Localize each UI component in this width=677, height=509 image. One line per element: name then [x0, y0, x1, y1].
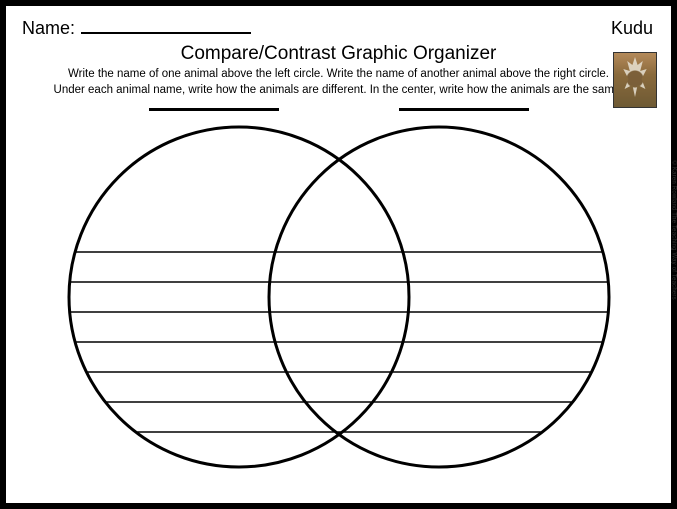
page-title: Compare/Contrast Graphic Organizer [22, 43, 655, 65]
instructions-line-2: Under each animal name, write how the an… [39, 83, 639, 99]
worksheet-page: Name: Kudu Compare/Contrast Graphic Orga… [0, 0, 677, 509]
writing-lines [69, 252, 608, 432]
instructions-line-1: Write the name of one animal above the l… [39, 67, 639, 83]
copyright-text: © Karen Rowland The Teaching Way of Teac… [670, 160, 676, 299]
name-label: Name: [22, 18, 75, 39]
venn-diagram [39, 122, 639, 472]
topic-label: Kudu [611, 18, 653, 39]
kudu-thumbnail [613, 52, 657, 108]
name-input-line[interactable] [81, 20, 251, 34]
right-circle-label-line[interactable] [399, 108, 529, 111]
header-row: Name: Kudu [22, 18, 655, 39]
instructions: Write the name of one animal above the l… [39, 67, 639, 98]
left-circle-label-line[interactable] [149, 108, 279, 111]
left-circle [69, 127, 409, 467]
venn-diagram-wrap [29, 108, 649, 478]
name-block: Name: [22, 18, 251, 39]
right-circle [269, 127, 609, 467]
